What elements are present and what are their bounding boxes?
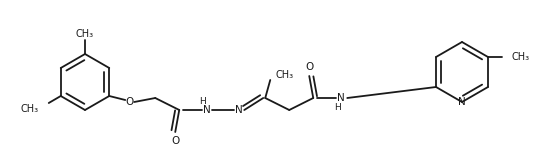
Text: CH₃: CH₃ [21,104,38,114]
Text: CH₃: CH₃ [275,70,293,80]
Text: H: H [199,97,205,106]
Text: CH₃: CH₃ [512,52,530,62]
Text: O: O [305,62,313,72]
Text: N: N [235,105,243,115]
Text: N: N [203,105,211,115]
Text: H: H [334,104,340,113]
Text: N: N [458,97,466,107]
Text: O: O [171,136,179,146]
Text: N: N [337,93,345,103]
Text: O: O [125,97,133,107]
Text: CH₃: CH₃ [76,29,94,39]
